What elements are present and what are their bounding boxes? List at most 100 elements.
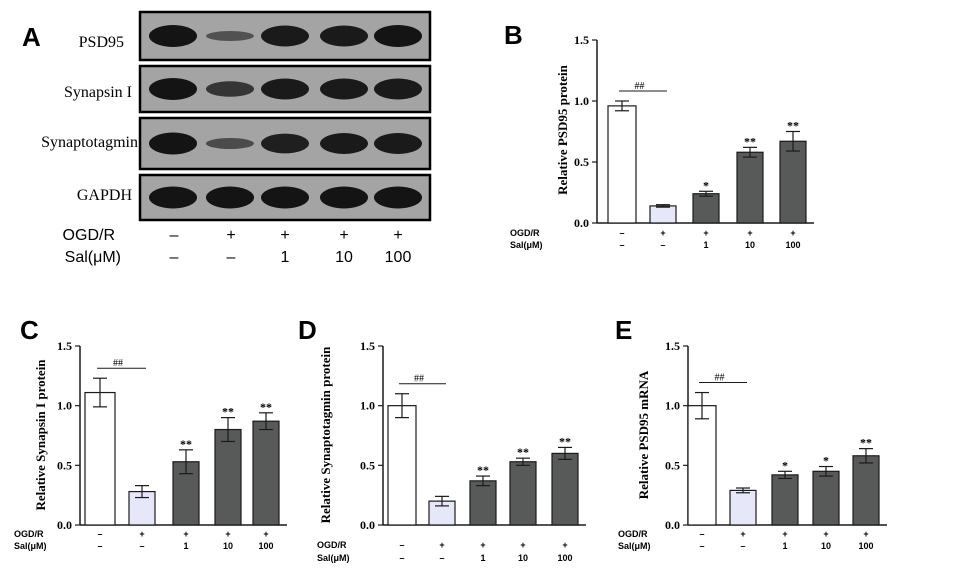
blot-band [149, 186, 197, 209]
bar [812, 470, 840, 526]
ogdr-sign: + [393, 227, 402, 244]
x-ogdr-sign: + [263, 529, 268, 539]
row-label-sal: Sal(μM) [618, 541, 651, 551]
x-ogdr-sign: + [520, 540, 525, 550]
x-sal-value: 10 [223, 541, 233, 551]
hash-significance: ## [414, 374, 424, 385]
ogdr-signs-row: – + + + + [170, 227, 403, 244]
y-tick-label: 1.0 [574, 94, 589, 108]
bar [509, 461, 537, 526]
panel-e-letter: E [615, 315, 632, 345]
bar [729, 489, 757, 526]
x-ogdr-sign: + [747, 228, 752, 238]
bar [779, 140, 807, 224]
blot-label-psd95: PSD95 [79, 34, 124, 51]
x-ogdr-sign: + [562, 540, 567, 550]
bar [692, 193, 720, 224]
y-tick-label: 1.0 [360, 399, 375, 413]
x-ogdr-sign: – [97, 529, 102, 539]
x-ogdr-sign: + [703, 228, 708, 238]
x-sal-value: – [619, 240, 624, 250]
x-sal-value: 100 [557, 553, 572, 563]
blot-strip-synapsin [138, 64, 432, 114]
bar [214, 428, 242, 526]
bar [771, 474, 799, 526]
blot-strip-gapdh [138, 173, 432, 222]
hash-significance: ## [715, 373, 725, 384]
x-sal-value: 100 [785, 240, 800, 250]
sal-value: 100 [385, 249, 412, 266]
blot-band [374, 78, 422, 100]
panel-d-letter: D [298, 315, 317, 345]
y-tick-label: 1.0 [665, 399, 680, 413]
blot-strip-synaptotagmin [138, 116, 432, 171]
x-sal-value: 1 [703, 240, 708, 250]
y-tick-label: 1.5 [665, 339, 680, 353]
chart-b: 0.0 0.5 1.0 1.5 – – + – * +1 ** +10 ** +100 ## OGD/R Sal… [510, 33, 814, 250]
blot-band [149, 78, 197, 100]
blot-band [206, 138, 254, 149]
y-tick-label: 0.5 [574, 155, 589, 169]
bar [84, 391, 116, 526]
row-label-ogdr: OGD/R [14, 529, 44, 539]
x-sal-value: – [439, 553, 444, 563]
bar [469, 480, 497, 526]
row-label-ogdr: OGD/R [618, 529, 648, 539]
x-ogdr-sign: – [619, 228, 624, 238]
x-sal-value: 1 [480, 553, 485, 563]
x-ogdr-sign: + [740, 529, 745, 539]
x-sal-value: – [699, 541, 704, 551]
treatment-label-sal: Sal(μM) [65, 249, 121, 266]
chart-d: 0.0 0.5 1.0 1.5 – – + – ** +1 ** +10 ** +100 ## OGD/R Sa… [317, 339, 586, 563]
x-ogdr-sign: + [660, 228, 665, 238]
x-sal-value: 100 [858, 541, 873, 551]
y-axis-title-e: Relative PSD95 mRNA [636, 370, 651, 499]
ogdr-sign: – [170, 227, 179, 244]
x-sal-value: 100 [258, 541, 273, 551]
y-tick-label: 0.5 [360, 458, 375, 472]
significance-label: ** [559, 434, 571, 448]
blot-label-gapdh: GAPDH [77, 187, 133, 204]
x-ogdr-sign: + [225, 529, 230, 539]
panel-a-letter: A [22, 22, 41, 52]
significance-label: ** [180, 437, 192, 451]
sal-value: 10 [335, 249, 353, 266]
x-ogdr-sign: + [183, 529, 188, 539]
y-tick-label: 0.0 [360, 518, 375, 532]
x-ogdr-sign: – [399, 540, 404, 550]
x-sal-value: – [139, 541, 144, 551]
row-label-ogdr: OGD/R [510, 228, 540, 238]
blot-band [374, 186, 422, 209]
blot-label-synaptotagmin: Synaptotagmin [41, 134, 138, 151]
panel-c-letter: C [20, 315, 39, 345]
treatment-label-ogdr: OGD/R [63, 227, 115, 244]
blot-band [374, 25, 422, 47]
sal-value: – [170, 249, 179, 266]
bar [649, 205, 677, 224]
chart-c: 0.0 0.5 1.0 1.5 – – + – ** +1 ** +10 ** +100 ## OGD/R Sa… [14, 339, 287, 551]
blot-band [320, 78, 368, 100]
blot-band [149, 132, 197, 155]
blot-strip-psd95 [138, 10, 432, 62]
blot-strips [138, 10, 432, 222]
blot-band [320, 25, 368, 47]
blot-band [261, 186, 309, 209]
y-tick-label: 1.5 [574, 33, 589, 47]
x-sal-value: – [97, 541, 102, 551]
blot-band [261, 25, 309, 47]
x-ogdr-sign: + [863, 529, 868, 539]
y-tick-label: 0.5 [665, 458, 680, 472]
blot-band [206, 186, 254, 209]
x-ogdr-sign: – [699, 529, 704, 539]
row-label-sal: Sal(μM) [317, 553, 350, 563]
y-axis-title-c: Relative Synapsin I protein [33, 359, 48, 511]
panel-a-western-blot: A PSD95 Synapsin I Synaptotagmin GAPDH O… [22, 10, 432, 266]
x-ogdr-sign: + [823, 529, 828, 539]
significance-label: * [782, 458, 788, 472]
x-sal-value: – [399, 553, 404, 563]
x-sal-value: 10 [518, 553, 528, 563]
y-axis-title-b: Relative PSD95 protein [555, 64, 570, 195]
x-ogdr-sign: + [480, 540, 485, 550]
sal-value: 1 [281, 249, 290, 266]
